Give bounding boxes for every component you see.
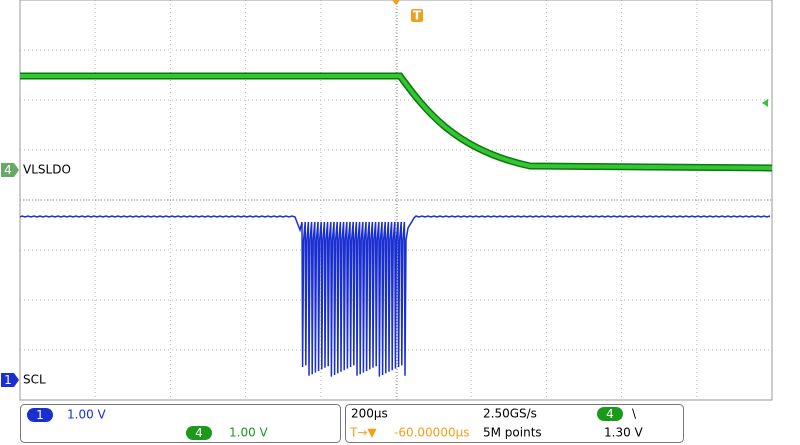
ch4-marker [1, 163, 19, 177]
ch1-marker-label: 1 [4, 373, 12, 387]
ch1-marker [1, 373, 19, 387]
ch4-badge [186, 426, 212, 440]
ch1-label: SCL [23, 373, 46, 387]
trigger-label: T [413, 9, 422, 23]
ch4-scale: 1.00 V [229, 426, 269, 440]
trigger-delay-icon: T→▼ [349, 426, 377, 440]
ch1-badge [27, 408, 53, 422]
timebase: 200µs [351, 407, 388, 421]
sample-rate: 2.50GS/s [483, 407, 537, 421]
trigger-slope: \ [632, 407, 637, 421]
channel-panel [20, 404, 341, 443]
trigger-badge [411, 9, 423, 22]
trigger-position-arrow [392, 0, 400, 5]
trigger-source-badge [597, 407, 623, 421]
trigger-source-label: 4 [606, 407, 614, 421]
ch4-trace [20, 74, 773, 170]
ch4-label: VLSLDO [23, 163, 71, 177]
record-length: 5M points [483, 426, 542, 440]
ch4-badge-label: 4 [195, 426, 203, 440]
trigger-level-arrow [762, 99, 768, 107]
trigger-delay: -60.00000µs [394, 426, 469, 440]
ch4-marker-label: 4 [4, 163, 12, 177]
ch1-trace [19, 215, 771, 377]
ch4-trace-shadow [20, 72, 773, 172]
ch1-scale: 1.00 V [67, 408, 107, 422]
ch1-badge-label: 1 [36, 408, 44, 422]
trigger-level: 1.30 V [604, 426, 644, 440]
